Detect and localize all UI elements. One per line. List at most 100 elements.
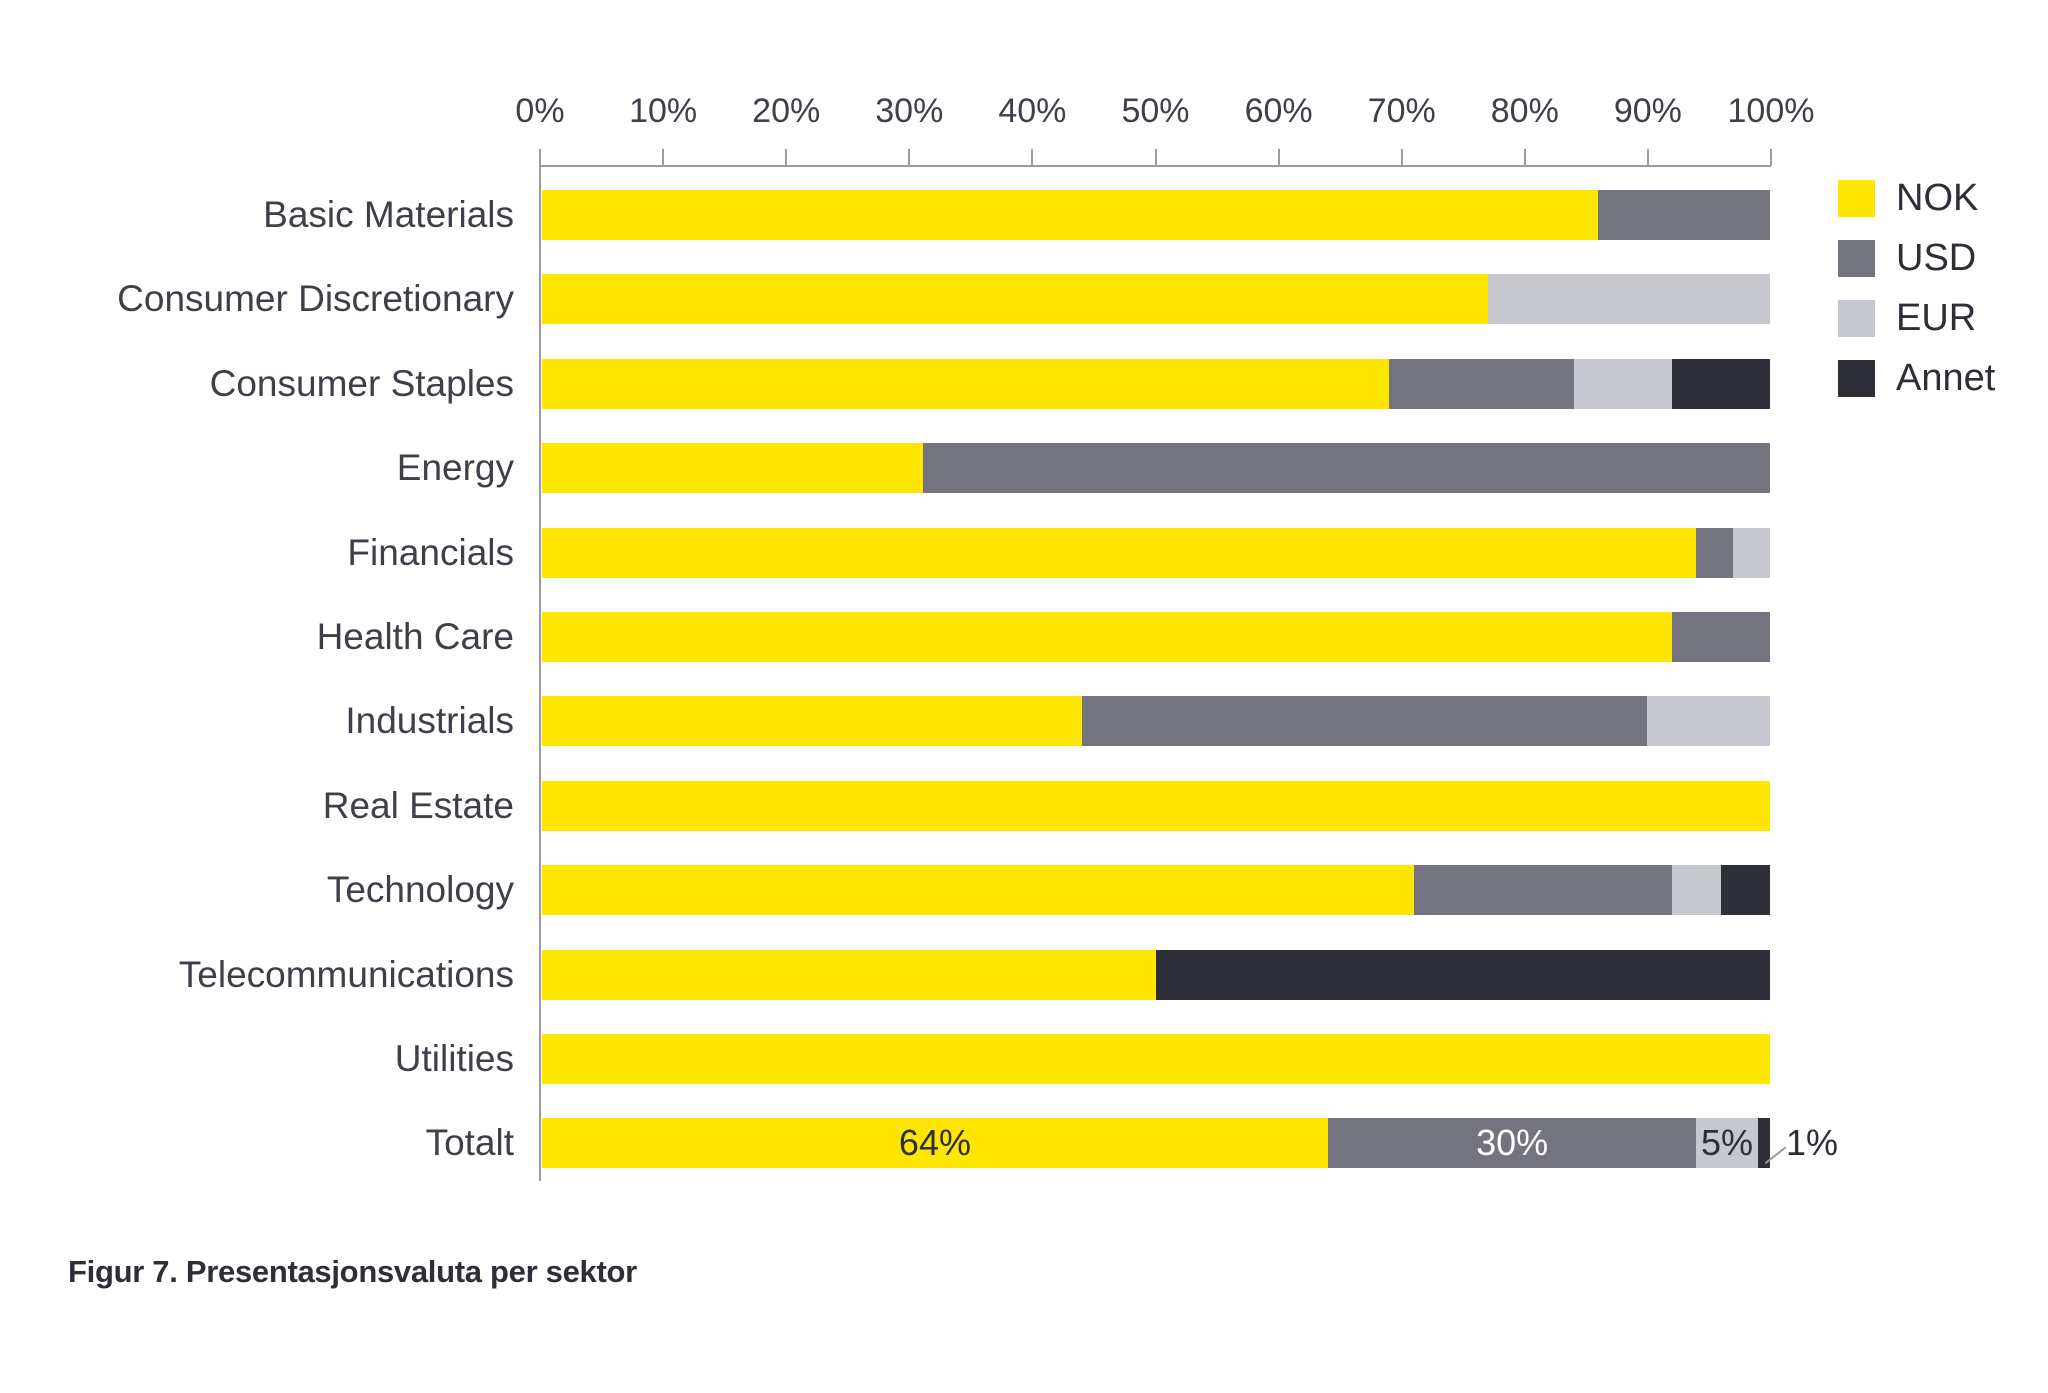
axis-tick-label: 0% [515,92,565,130]
category-label: Real Estate [322,784,514,826]
bar-row: Totalt 64% 30% 5% 1% [0,1118,2048,1169]
legend-swatch-nok [1838,179,1875,217]
bar-segment-nok [542,443,923,494]
bar-segment-nok [542,1034,1770,1084]
bar-track [542,190,1770,240]
category-label: Totalt [425,1122,514,1164]
axis-tick-mark [1646,149,1649,166]
category-label: Consumer Discretionary [117,278,514,320]
legend-label: EUR [1896,296,1977,339]
bar-segment-nok [542,780,1770,831]
legend-item-usd: USD [1838,236,1977,279]
bar-row: Real Estate [0,780,2048,831]
bar-segment-usd [1082,696,1648,747]
bar-segment-nok [542,358,1390,409]
bar-row: Telecommunications [0,949,2048,1000]
bar-track [542,274,1770,325]
legend-swatch-annet [1838,359,1875,397]
axis-tick-label: 60% [1244,92,1313,130]
axis-tick-mark [1523,149,1526,166]
bar-segment-nok: 64% [542,1118,1328,1169]
axis-tick-mark [1770,149,1772,166]
axis-tick-label: 50% [1121,92,1190,130]
x-axis-line [540,165,1771,167]
bar-segment-eur [1573,358,1672,409]
category-label: Consumer Staples [209,362,514,404]
bar-track: 64% 30% 5% [542,1118,1770,1169]
legend-label: Annet [1896,356,1996,399]
bar-segment-annet [1720,865,1770,916]
bar-segment-eur [1671,865,1721,916]
bar-segment-annet [1671,358,1770,409]
axis-tick-mark [1277,149,1280,166]
bar-row: Basic Materials [0,190,2048,240]
category-label: Basic Materials [263,194,514,235]
axis-tick-mark [908,149,911,166]
bar-row: Health Care [0,612,2048,662]
axis-tick-mark [662,149,665,166]
category-label: Health Care [316,616,514,657]
bar-segment-nok [542,527,1697,578]
legend-item-nok: NOK [1838,176,1979,219]
category-label: Utilities [394,1038,514,1079]
axis-tick-label: 10% [629,92,698,130]
legend-label: NOK [1896,176,1979,219]
bar-track [542,612,1770,662]
axis-tick-label: 70% [1367,92,1436,130]
bar-segment-usd [1389,358,1574,409]
bar-row: Consumer Discretionary [0,274,2048,325]
bar-segment-eur [1487,274,1770,325]
category-label: Energy [396,447,514,489]
bar-row: Utilities [0,1034,2048,1084]
bar-track [542,780,1770,831]
axis-tick-mark [785,149,788,166]
axis-tick-label: 30% [875,92,944,130]
bar-track [542,865,1770,916]
bar-track [542,358,1770,409]
bar-row: Financials [0,527,2048,578]
bar-segment-usd [1598,190,1770,240]
data-label-nok: 64% [898,1122,971,1164]
legend-swatch-usd [1838,239,1875,277]
figure-caption: Figur 7. Presentasjonsvaluta per sektor [68,1254,637,1289]
y-axis-line [539,165,541,1181]
axis-tick-mark [539,149,541,166]
data-label-usd: 30% [1476,1122,1549,1164]
axis-tick-mark [1031,149,1034,166]
bar-track [542,527,1770,578]
bar-segment-usd: 30% [1327,1118,1697,1169]
axis-tick-mark [1400,149,1403,166]
bar-track [542,949,1770,1000]
bar-segment-annet [1156,949,1770,1000]
category-label: Financials [347,531,514,573]
bar-segment-eur: 5% [1696,1118,1758,1169]
bar-segment-nok [542,949,1156,1000]
category-label: Industrials [345,700,514,742]
bar-segment-nok [542,612,1672,662]
legend-label: USD [1896,236,1977,279]
bar-segment-eur [1733,527,1770,578]
bar-segment-nok [542,865,1414,916]
bar-row: Technology [0,865,2048,916]
axis-tick-label: 40% [998,92,1067,130]
bar-track [542,1034,1770,1084]
bar-track [542,696,1770,747]
bar-segment-nok [542,274,1488,325]
bar-segment-nok [542,190,1599,240]
data-label-eur: 5% [1700,1122,1753,1164]
bar-segment-usd [1413,865,1672,916]
category-label: Telecommunications [178,953,514,995]
legend-item-annet: Annet [1838,356,1996,399]
axis-tick-label: 90% [1613,92,1682,130]
category-label: Technology [326,869,514,911]
bar-segment-annet [1757,1118,1770,1169]
bar-row: Consumer Staples [0,358,2048,409]
axis-tick-label: 80% [1490,92,1559,130]
bar-segment-eur [1647,696,1770,747]
axis-tick-mark [1154,149,1157,166]
bar-row: Industrials [0,696,2048,747]
legend-swatch-eur [1838,299,1875,337]
bar-segment-usd [922,443,1770,494]
